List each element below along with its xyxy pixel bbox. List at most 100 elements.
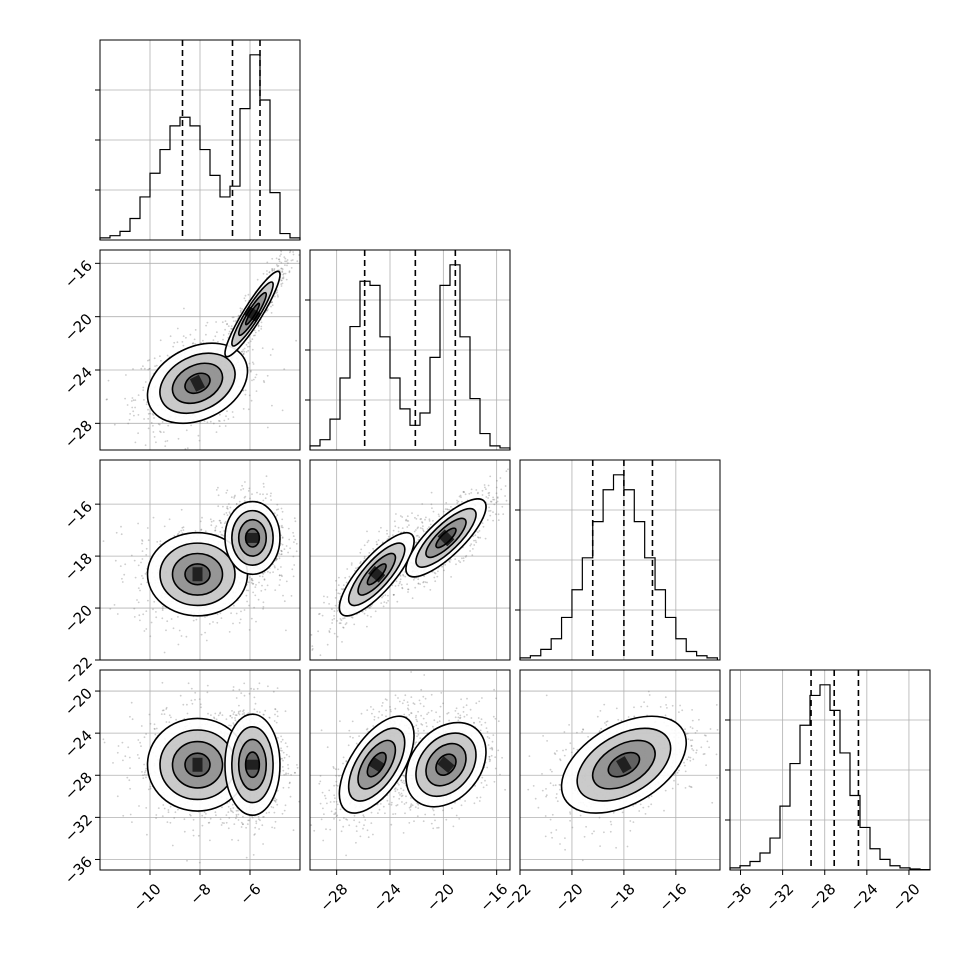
sample-point xyxy=(294,538,297,541)
sample-point xyxy=(280,553,283,555)
sample-point xyxy=(445,502,448,504)
sample-point xyxy=(259,493,261,495)
sample-point xyxy=(270,499,272,501)
sample-point xyxy=(142,389,145,392)
sample-point xyxy=(437,513,440,516)
sample-point xyxy=(186,859,188,862)
sample-point xyxy=(469,550,471,552)
scatter-panel-3-2 xyxy=(310,460,510,660)
sample-point xyxy=(353,623,356,626)
sample-point xyxy=(394,585,397,587)
sample-point xyxy=(366,530,368,533)
sample-point xyxy=(194,329,197,331)
sample-point xyxy=(283,256,286,258)
sample-point xyxy=(239,309,242,312)
hist-panel-3 xyxy=(515,459,721,661)
sample-point xyxy=(284,260,286,263)
sample-point xyxy=(274,713,276,716)
sample-point xyxy=(504,495,506,497)
sample-point xyxy=(270,492,272,495)
sample-point xyxy=(253,834,256,836)
sample-point xyxy=(292,555,295,558)
sample-point xyxy=(237,809,239,812)
sample-point xyxy=(233,497,236,499)
sample-point xyxy=(333,617,336,620)
sample-point xyxy=(248,345,251,348)
sample-point xyxy=(168,518,171,521)
sample-point xyxy=(276,514,279,516)
sample-point xyxy=(260,328,263,330)
sample-point xyxy=(134,441,137,444)
sample-point xyxy=(206,421,209,424)
sample-point xyxy=(421,527,424,530)
sample-point xyxy=(271,268,274,271)
sample-point xyxy=(137,394,140,396)
sample-point xyxy=(383,601,386,603)
sample-point xyxy=(285,260,288,263)
sample-point xyxy=(262,380,265,382)
sample-point xyxy=(210,524,213,527)
sample-point xyxy=(344,623,347,626)
sample-point xyxy=(199,422,202,424)
sample-point xyxy=(144,771,146,774)
sample-point xyxy=(380,526,382,529)
sample-point xyxy=(348,575,351,578)
sample-point xyxy=(185,336,187,339)
sample-point xyxy=(254,376,257,379)
sample-point xyxy=(223,522,226,525)
sample-point xyxy=(339,622,342,625)
sample-point xyxy=(416,527,419,530)
sample-point xyxy=(140,561,142,564)
sample-point xyxy=(232,320,235,322)
sample-point xyxy=(281,536,284,539)
sample-point xyxy=(165,721,168,723)
sample-point xyxy=(141,558,144,560)
sample-point xyxy=(243,297,246,300)
sample-point xyxy=(273,512,276,514)
sample-point xyxy=(408,524,410,526)
sample-point xyxy=(141,550,144,552)
sample-point xyxy=(231,716,233,719)
contour-line xyxy=(415,507,477,568)
sample-point xyxy=(141,540,144,542)
sample-point xyxy=(329,628,332,630)
sample-point xyxy=(192,342,195,344)
contour-line xyxy=(171,362,224,405)
sample-point xyxy=(487,484,490,487)
sample-point xyxy=(384,594,387,596)
sample-point xyxy=(200,341,202,344)
sample-point xyxy=(155,616,158,619)
sample-point xyxy=(279,579,281,581)
sample-point xyxy=(166,440,169,442)
sample-point xyxy=(218,456,220,458)
sample-point xyxy=(165,708,168,710)
sample-point xyxy=(450,576,452,578)
sample-point xyxy=(484,537,487,540)
sample-point xyxy=(421,521,423,523)
sample-point xyxy=(469,544,472,547)
sample-point xyxy=(218,425,221,428)
contour-line xyxy=(159,352,236,415)
sample-point xyxy=(162,709,165,712)
sample-point xyxy=(244,481,246,483)
sample-point xyxy=(133,414,135,417)
sample-point xyxy=(278,584,281,586)
sample-point xyxy=(180,635,183,637)
sample-point xyxy=(323,595,325,598)
sample-point xyxy=(458,495,461,498)
sample-point xyxy=(386,532,388,535)
sample-point xyxy=(366,625,368,628)
sample-point xyxy=(488,491,491,494)
sample-point xyxy=(282,277,285,280)
sample-point xyxy=(280,566,282,568)
sample-point xyxy=(189,333,192,336)
sample-point xyxy=(267,570,269,573)
sample-point xyxy=(271,301,273,304)
sample-point xyxy=(286,259,289,261)
contour-line xyxy=(184,563,211,586)
sample-point xyxy=(459,561,462,564)
sample-point xyxy=(370,605,372,608)
sample-point xyxy=(488,506,490,509)
sample-point xyxy=(385,602,388,604)
sample-point xyxy=(438,515,441,518)
